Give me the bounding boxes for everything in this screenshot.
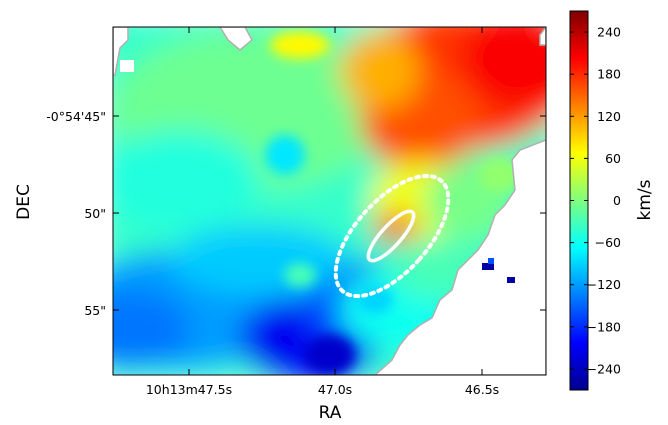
y-tick-label: -0°54'45" <box>46 109 106 124</box>
y-axis-label: DEC <box>14 184 34 220</box>
isolated-pixels <box>507 277 515 283</box>
velocity-region <box>113 290 190 370</box>
velocity-detail <box>357 286 393 314</box>
isolated-pixels <box>488 258 494 264</box>
velocity-detail <box>270 31 330 59</box>
colorbar-tick-label: 60 <box>605 151 621 166</box>
velocity-region <box>340 30 420 110</box>
y-tick-marks <box>113 115 546 311</box>
isolated-pixels <box>482 263 494 270</box>
y-tick-label: 50" <box>84 206 106 221</box>
inner-aperture-ellipse <box>366 209 416 263</box>
no-data-region <box>113 27 129 76</box>
x-tick-label: 10h13m47.5s <box>146 382 232 397</box>
colorbar-tick-label: −180 <box>587 319 621 334</box>
no-data-region <box>539 27 546 46</box>
y-tick-label: 55" <box>84 303 106 318</box>
velocity-detail <box>305 335 355 375</box>
colorbar-tick-label: −60 <box>595 235 621 250</box>
colorbar-tick-label: −240 <box>587 361 621 376</box>
velocity-region <box>113 130 260 230</box>
colorbar-ticks: 240 180 120 60 0 −60 −120 −180 −240 <box>570 25 621 376</box>
x-tick-label: 47.0s <box>318 382 352 397</box>
x-tick-marks <box>188 27 483 375</box>
outer-aperture-ellipse <box>333 173 451 299</box>
colorbar-tick-label: 120 <box>597 109 621 124</box>
colorbar-tick-label: 180 <box>597 67 621 82</box>
velocity-detail <box>284 263 316 287</box>
velocity-region <box>460 27 546 110</box>
x-tick-label: 46.5s <box>465 382 499 397</box>
velocity-region <box>170 225 350 295</box>
colorbar-tick-label: 240 <box>597 25 621 40</box>
velocity-field <box>113 27 546 375</box>
colorbar-tick-label: −120 <box>587 277 621 292</box>
colorbar-label: km/s <box>635 179 655 220</box>
map-frame <box>112 26 547 376</box>
no-data-region <box>219 27 253 51</box>
velocity-detail <box>265 135 305 175</box>
colorbar-tick-label: 0 <box>613 193 621 208</box>
no-data-region <box>373 139 546 375</box>
velocity-detail <box>478 157 522 193</box>
no-data-region <box>120 60 134 72</box>
x-axis-label: RA <box>319 403 342 421</box>
